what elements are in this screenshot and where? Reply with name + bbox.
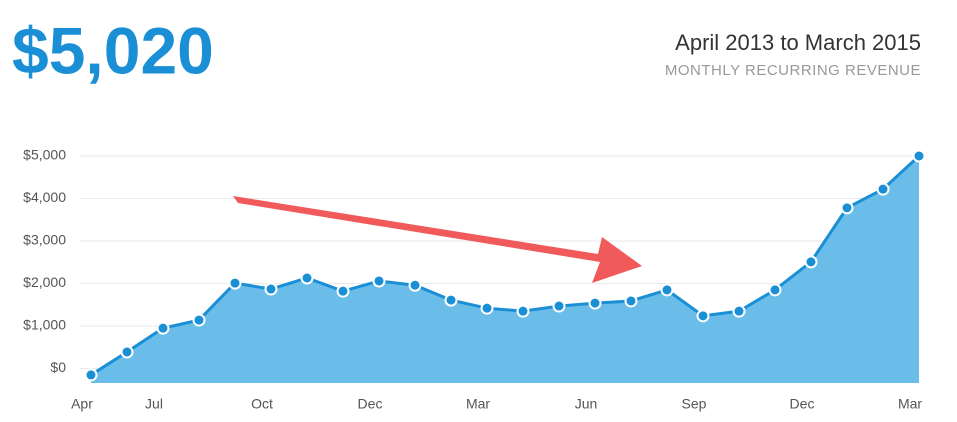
data-point bbox=[408, 278, 422, 292]
data-point bbox=[624, 294, 638, 308]
y-tick-label: $0 bbox=[50, 359, 66, 375]
annotation-arrow bbox=[233, 196, 642, 283]
x-tick-label: Jun bbox=[575, 396, 598, 412]
chart-subtitle: MONTHLY RECURRING REVENUE bbox=[665, 62, 921, 79]
data-point bbox=[264, 282, 278, 296]
x-tick-label: Dec bbox=[358, 396, 383, 412]
x-tick-label: Sep bbox=[682, 396, 707, 412]
x-tick-label: Mar bbox=[898, 396, 922, 412]
data-point bbox=[192, 313, 206, 327]
x-tick-label: Apr bbox=[71, 396, 93, 412]
data-point bbox=[696, 309, 710, 323]
y-tick-label: $3,000 bbox=[23, 232, 66, 248]
x-tick-label: Mar bbox=[466, 396, 490, 412]
plot: $0 $1,000 $2,000 $3,000 $4,000 $5,000 Apr Jul Oc… bbox=[23, 147, 926, 412]
data-point bbox=[660, 283, 674, 297]
data-point bbox=[876, 182, 890, 196]
data-point bbox=[228, 276, 242, 290]
data-point bbox=[840, 201, 854, 215]
data-point bbox=[336, 284, 350, 298]
data-point bbox=[552, 299, 566, 313]
data-point bbox=[300, 271, 314, 285]
x-tick-label: Jul bbox=[145, 396, 163, 412]
data-point bbox=[732, 304, 746, 318]
data-point bbox=[84, 368, 98, 382]
data-point bbox=[444, 293, 458, 307]
data-point bbox=[516, 304, 530, 318]
x-tick-label: Dec bbox=[790, 396, 815, 412]
x-tick-label: Oct bbox=[251, 396, 273, 412]
y-tick-label: $1,000 bbox=[23, 317, 66, 333]
area bbox=[91, 156, 919, 383]
data-point bbox=[768, 283, 782, 297]
data-point bbox=[480, 301, 494, 315]
data-point bbox=[588, 296, 602, 310]
chart-title: April 2013 to March 2015 bbox=[675, 30, 921, 55]
y-tick-label: $2,000 bbox=[23, 274, 66, 290]
data-point bbox=[912, 149, 926, 163]
data-point bbox=[372, 274, 386, 288]
data-point bbox=[120, 345, 134, 359]
y-tick-label: $4,000 bbox=[23, 189, 66, 205]
y-tick-label: $5,000 bbox=[23, 147, 66, 163]
line bbox=[90, 154, 921, 377]
data-point bbox=[804, 255, 818, 269]
data-point bbox=[156, 321, 170, 335]
arrow bbox=[233, 196, 642, 283]
headline-value: $5,020 bbox=[12, 13, 214, 87]
